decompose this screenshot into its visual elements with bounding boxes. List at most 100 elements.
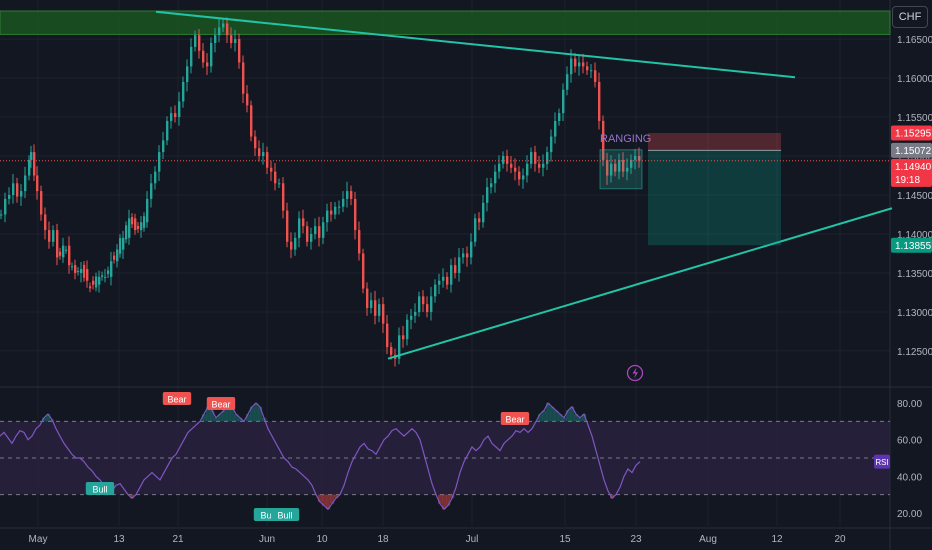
candle-body[interactable] bbox=[598, 81, 601, 121]
rsi-signal-bear[interactable] bbox=[206, 397, 236, 410]
candle-body[interactable] bbox=[498, 163, 501, 172]
candle-body[interactable] bbox=[274, 171, 277, 184]
candle-body[interactable] bbox=[286, 210, 289, 242]
candle-body[interactable] bbox=[546, 152, 549, 164]
candle-body[interactable] bbox=[143, 216, 146, 228]
candle-body[interactable] bbox=[137, 225, 140, 229]
candle-body[interactable] bbox=[222, 23, 225, 28]
candle-body[interactable] bbox=[434, 284, 437, 297]
candle-body[interactable] bbox=[414, 311, 417, 316]
candle-body[interactable] bbox=[570, 58, 573, 75]
candle-body[interactable] bbox=[514, 167, 517, 172]
candle-body[interactable] bbox=[116, 249, 119, 262]
candle-body[interactable] bbox=[48, 230, 51, 242]
candle-body[interactable] bbox=[0, 214, 3, 216]
candle-body[interactable] bbox=[194, 35, 197, 47]
candle-body[interactable] bbox=[490, 183, 493, 188]
candle-body[interactable] bbox=[4, 198, 7, 215]
trendline-upper[interactable] bbox=[155, 10, 796, 79]
candle-body[interactable] bbox=[254, 136, 257, 149]
candle-body[interactable] bbox=[306, 226, 309, 242]
position-stop-zone[interactable] bbox=[648, 133, 781, 151]
candle-body[interactable] bbox=[186, 66, 189, 82]
candle-body[interactable] bbox=[162, 140, 165, 153]
candle-body[interactable] bbox=[65, 249, 68, 251]
candle-body[interactable] bbox=[626, 167, 629, 172]
lightning-icon[interactable] bbox=[626, 364, 644, 382]
candle-body[interactable] bbox=[250, 105, 253, 137]
candle-body[interactable] bbox=[538, 163, 541, 168]
candle-body[interactable] bbox=[166, 120, 169, 141]
candle-body[interactable] bbox=[36, 175, 39, 192]
candle-body[interactable] bbox=[494, 171, 497, 184]
candle-body[interactable] bbox=[638, 156, 641, 161]
candle-body[interactable] bbox=[290, 241, 293, 250]
candle-body[interactable] bbox=[146, 198, 149, 223]
candle-body[interactable] bbox=[246, 93, 249, 106]
candle-body[interactable] bbox=[59, 251, 62, 256]
candle-body[interactable] bbox=[125, 225, 128, 240]
candle-body[interactable] bbox=[482, 202, 485, 223]
candle-body[interactable] bbox=[16, 183, 19, 197]
candle-body[interactable] bbox=[214, 35, 217, 43]
candle-body[interactable] bbox=[77, 271, 80, 273]
candle-body[interactable] bbox=[338, 206, 341, 208]
candle-body[interactable] bbox=[242, 62, 245, 94]
candle-body[interactable] bbox=[62, 245, 65, 258]
candle-body[interactable] bbox=[450, 265, 453, 285]
candle-body[interactable] bbox=[382, 304, 385, 324]
candle-body[interactable] bbox=[30, 152, 33, 160]
candle-body[interactable] bbox=[86, 269, 89, 281]
candle-body[interactable] bbox=[28, 159, 31, 176]
candle-body[interactable] bbox=[182, 81, 185, 102]
candle-body[interactable] bbox=[634, 156, 637, 160]
candle-body[interactable] bbox=[150, 183, 153, 199]
candle-body[interactable] bbox=[89, 286, 92, 289]
candle-body[interactable] bbox=[406, 319, 409, 340]
candle-body[interactable] bbox=[74, 265, 77, 273]
trendline-lower[interactable] bbox=[387, 207, 893, 360]
candle-body[interactable] bbox=[530, 152, 533, 164]
candle-body[interactable] bbox=[210, 42, 213, 67]
candle-body[interactable] bbox=[56, 230, 59, 258]
candle-body[interactable] bbox=[282, 183, 285, 211]
candle-body[interactable] bbox=[358, 230, 361, 254]
candle-body[interactable] bbox=[386, 323, 389, 348]
candle-body[interactable] bbox=[522, 175, 525, 180]
candle-body[interactable] bbox=[610, 163, 613, 176]
candle-body[interactable] bbox=[486, 187, 489, 203]
candle-body[interactable] bbox=[140, 222, 143, 231]
candle-body[interactable] bbox=[202, 50, 205, 63]
candle-body[interactable] bbox=[466, 253, 469, 258]
candle-body[interactable] bbox=[574, 58, 577, 67]
candle-body[interactable] bbox=[390, 347, 393, 355]
candle-body[interactable] bbox=[378, 304, 381, 316]
candle-body[interactable] bbox=[12, 183, 15, 195]
candle-body[interactable] bbox=[478, 218, 481, 223]
rsi-signal-bull[interactable] bbox=[270, 508, 300, 521]
candle-body[interactable] bbox=[107, 270, 110, 275]
candle-body[interactable] bbox=[174, 113, 177, 118]
candle-body[interactable] bbox=[230, 35, 233, 43]
candle-body[interactable] bbox=[446, 276, 449, 285]
candle-body[interactable] bbox=[83, 264, 86, 278]
candle-body[interactable] bbox=[119, 238, 122, 254]
candle-body[interactable] bbox=[586, 66, 589, 71]
candle-body[interactable] bbox=[206, 62, 209, 67]
candle-body[interactable] bbox=[122, 237, 125, 250]
candle-body[interactable] bbox=[298, 218, 301, 238]
candle-body[interactable] bbox=[506, 156, 509, 164]
candle-body[interactable] bbox=[318, 226, 321, 238]
candle-body[interactable] bbox=[502, 156, 505, 164]
candle-body[interactable] bbox=[618, 159, 621, 172]
candle-body[interactable] bbox=[98, 276, 101, 285]
candle-body[interactable] bbox=[266, 152, 269, 168]
candle-body[interactable] bbox=[262, 152, 265, 157]
candle-body[interactable] bbox=[20, 191, 23, 197]
candle-body[interactable] bbox=[270, 167, 273, 172]
candle-body[interactable] bbox=[131, 216, 134, 225]
candle-body[interactable] bbox=[542, 163, 545, 168]
candle-body[interactable] bbox=[113, 255, 116, 260]
candle-body[interactable] bbox=[442, 276, 445, 281]
